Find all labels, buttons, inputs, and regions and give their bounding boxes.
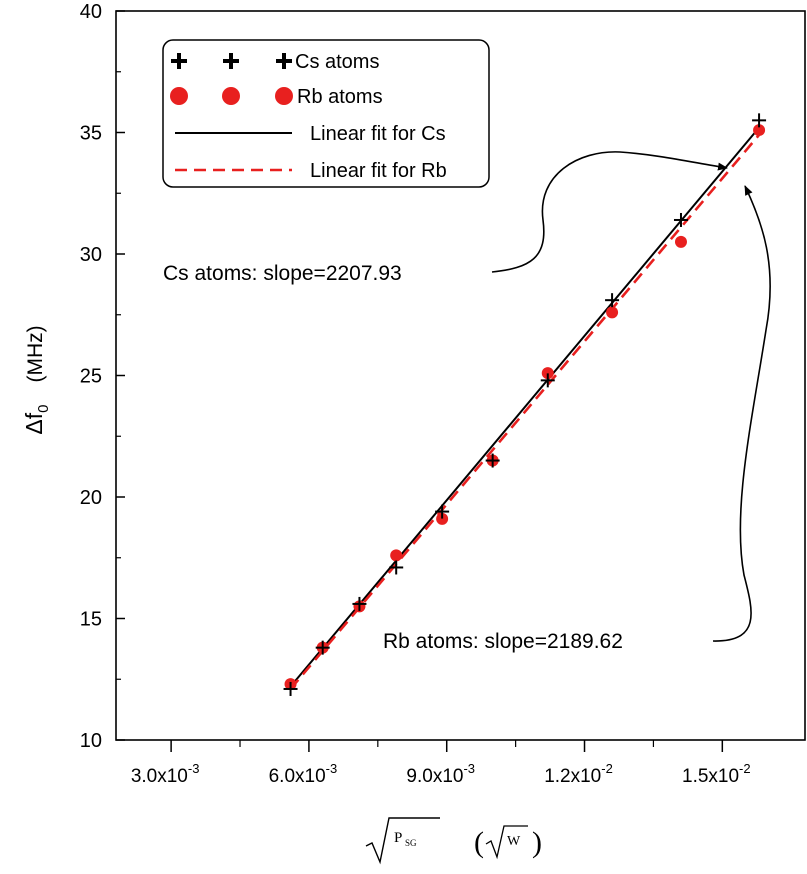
x-tick-label: 1.5x10-2	[682, 761, 751, 787]
x-tick-label: 9.0x10-3	[406, 761, 475, 787]
rb-data-point	[753, 124, 766, 137]
x-tick-label: 6.0x10-3	[269, 761, 338, 787]
legend-label-rb: Rb atoms	[297, 86, 383, 108]
y-tick-label: 35	[80, 123, 102, 145]
y-tick-label: 10	[80, 730, 102, 752]
annotations: Cs atoms: slope=2207.93 Rb atoms: slope=…	[163, 151, 771, 653]
x-axis: 3.0x10-3 6.0x10-3 9.0x10-3 1.2x10-2 1.5x10-2	[131, 740, 751, 787]
y-tick-label: 40	[80, 1, 102, 23]
x-axis-close-paren: )	[532, 826, 542, 859]
y-tick-label: 25	[80, 366, 102, 388]
legend-rb-dot-icon	[170, 87, 293, 105]
cs-data-point	[485, 453, 500, 468]
x-axis-open-paren: (	[474, 826, 484, 859]
y-axis-unit: (MHz)	[24, 325, 47, 382]
x-axis-unit-sqrt-symbol	[485, 825, 528, 860]
cs-data-point	[540, 373, 555, 388]
cs-data-point	[283, 681, 298, 696]
rb-data-point	[606, 306, 619, 319]
cs-data-point	[315, 640, 330, 655]
cs-data-point	[389, 560, 404, 575]
legend-entry-fit-cs: Linear fit for Cs	[175, 123, 446, 145]
legend-box	[162, 39, 490, 188]
x-tick-label: 3.0x10-3	[131, 761, 200, 787]
legend-cs-plus-icon	[171, 53, 292, 69]
y-tick-label: 20	[80, 487, 102, 509]
y-axis-subscript: 0	[35, 405, 52, 413]
annotation-cs-arrow	[491, 151, 728, 273]
legend-entry-fit-rb: Linear fit for Rb	[175, 160, 447, 182]
x-axis-p-subscript: SG	[405, 838, 417, 848]
fit-line-rb	[289, 134, 761, 690]
x-axis-p: P	[394, 830, 402, 846]
rb-data-point	[674, 235, 687, 248]
legend-entry-rb: Rb atoms	[170, 86, 383, 108]
rb-data-point	[436, 512, 449, 525]
y-tick-label: 30	[80, 244, 102, 266]
cs-data-point	[352, 596, 367, 611]
annotation-rb-slope: Rb atoms: slope=2189.62	[383, 630, 623, 653]
rb-data-point	[390, 549, 403, 562]
cs-data-point	[752, 113, 767, 128]
y-axis: 10 15 20 25 30 35 40	[80, 1, 125, 752]
x-axis-sqrt-symbol	[365, 817, 440, 865]
rb-data-point	[541, 367, 554, 380]
cs-data-point	[435, 504, 450, 519]
annotation-cs-slope: Cs atoms: slope=2207.93	[163, 262, 402, 285]
legend-label-fit-rb: Linear fit for Rb	[310, 160, 447, 182]
legend-label-fit-cs: Linear fit for Cs	[310, 123, 446, 145]
y-tick-label: 15	[80, 609, 102, 631]
annotation-rb-arrow	[712, 185, 771, 642]
y-axis-title: Δf0 (MHz)	[21, 325, 52, 434]
legend-entry-cs: Cs atoms	[171, 51, 379, 73]
cs-data-point	[673, 212, 688, 227]
legend-label-cs: Cs atoms	[295, 51, 379, 73]
x-axis-unit: W	[507, 834, 521, 849]
cs-data-point	[605, 293, 620, 308]
svg-text:Δf0(MHz): Δf0 (MHz)	[21, 325, 52, 434]
y-axis-delta-f: Δf	[21, 412, 47, 434]
x-axis-title: P SG ( W )	[365, 817, 542, 865]
legend: Cs atoms Rb atoms Linear fit for Cs Line…	[162, 39, 490, 188]
x-tick-label: 1.2x10-2	[544, 761, 613, 787]
data-points	[283, 113, 767, 696]
